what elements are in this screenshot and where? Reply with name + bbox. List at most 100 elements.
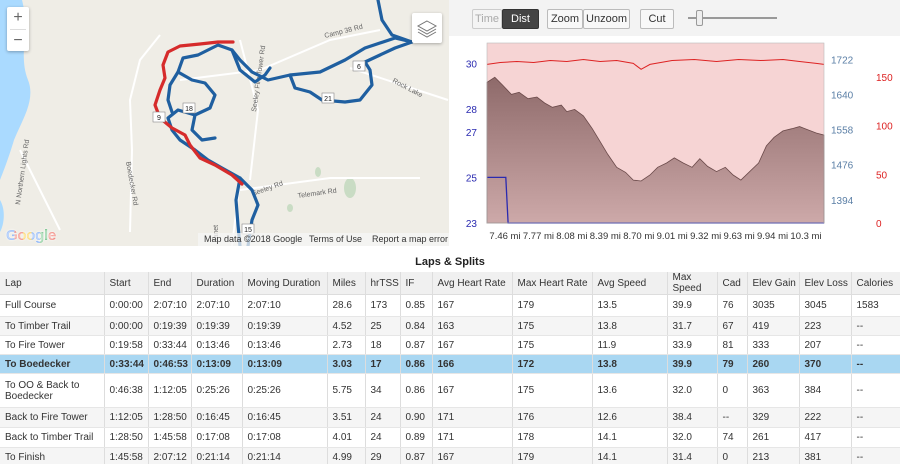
lap-cell: Back to Timber Trail [0,427,104,448]
lap-row[interactable]: To OO & Back to Boedecker 0:46:38 1:12:05 0… [0,373,900,408]
route-marker [352,60,366,72]
map-canvas[interactable]: Camp 38 Rd Rock Lake Seeley Fire Tower R… [0,0,449,246]
lap-cell: 79 [716,354,747,374]
lap-cell: 0:16:45 [241,407,327,428]
lap-cell: 14.1 [591,427,667,448]
lap-cell: 0:19:39 [190,316,242,336]
lap-row[interactable]: Back to Timber Trail 1:28:50 1:45:58 0:17:0… [0,427,900,448]
column-header[interactable]: Max Speed [666,272,717,295]
column-header[interactable]: Avg Heart Rate [431,272,512,295]
lap-cell: 167 [431,373,512,408]
column-header[interactable]: End [147,272,191,295]
lap-cell: 363 [746,373,799,408]
elevation-axis-tick: 1722 [831,55,854,66]
column-header[interactable]: Calories [850,272,900,295]
lap-row[interactable]: Back to Fire Tower 1:12:05 1:28:50 0:16:45 0… [0,407,900,428]
lap-row[interactable]: To Fire Tower 0:19:58 0:33:44 0:13:46 0:13:4… [0,335,900,355]
lap-cell: 74 [716,427,747,448]
column-header[interactable]: Miles [326,272,365,295]
heart-rate-axis-tick: 0 [876,219,882,230]
lap-cell: 25 [364,316,400,336]
lap-cell: 18 [364,335,400,355]
lap-cell: 0:19:39 [147,316,191,336]
elevation-hr-chart[interactable]: 23 25 27 28 30 1394 1476 1558 1640 1722 0 50 100 150 7… [449,36,900,246]
map-layers-button[interactable] [412,13,442,43]
unzoom-button[interactable]: Unzoom [583,9,630,29]
lap-cell: 0.90 [399,407,432,428]
dist-toggle-button[interactable]: Dist [502,9,539,29]
lap-cell: 32.0 [666,373,717,408]
lap-cell: -- [850,316,900,336]
time-toggle-button[interactable]: Time [472,9,502,29]
column-header[interactable]: Cad [716,272,747,295]
lap-cell: 0:21:14 [241,447,327,464]
route-marker [182,102,196,114]
column-header[interactable]: Duration [190,272,242,295]
lap-cell: 33.9 [666,335,717,355]
lap-cell: 4.99 [326,447,365,464]
lap-cell: 173 [364,294,400,317]
column-header[interactable]: Elev Loss [798,272,851,295]
lap-cell: 2:07:10 [190,294,242,317]
column-header[interactable]: hrTSS [364,272,400,295]
lap-cell: 0.87 [399,335,432,355]
lap-cell: 207 [798,335,851,355]
zoom-button[interactable]: Zoom [547,9,583,29]
lap-cell: To Finish [0,447,104,464]
laps-title: Laps & Splits [415,256,485,268]
lap-cell: 0:13:09 [241,354,327,374]
lap-cell: To Timber Trail [0,316,104,336]
lap-cell: 261 [746,427,799,448]
column-header[interactable]: Max Heart Rate [511,272,592,295]
lap-cell: 167 [431,294,512,317]
lap-row[interactable]: To Finish 1:45:58 2:07:12 0:21:14 0:21:14 4.9… [0,447,900,464]
lap-row[interactable]: Full Course 0:00:00 2:07:10 2:07:10 2:07:10 2… [0,294,900,317]
column-header[interactable]: Moving Duration [241,272,327,295]
lap-cell: 0:00:00 [103,316,148,336]
lap-cell: 0.85 [399,294,432,317]
cut-slider-track[interactable] [688,17,777,19]
lap-cell: 381 [798,447,851,464]
lap-row[interactable]: To Boedecker 0:33:44 0:46:53 0:13:09 0:13:09… [0,354,900,374]
report-map-error-link[interactable]: Report a map error [372,234,449,244]
lap-cell: To Boedecker [0,354,104,374]
cut-slider-thumb[interactable] [696,10,703,26]
terms-of-use-link[interactable]: Terms of Use [309,234,363,244]
lap-cell: 0:19:39 [241,316,327,336]
lap-cell: 0 [716,447,747,464]
route-marker [152,111,166,123]
left-axis-tick: 25 [466,173,478,184]
x-axis-tick: 8.70 mi [623,231,654,242]
zoom-in-button[interactable]: + [13,9,23,26]
lap-cell: To OO & Back to Boedecker [0,373,104,408]
lap-cell: 0:17:08 [190,427,242,448]
lap-cell: 175 [511,335,592,355]
lap-cell: 222 [798,407,851,428]
lap-cell: 163 [431,316,512,336]
pond [287,204,293,212]
x-axis-tick: 10.3 mi [790,231,821,242]
zoom-out-button[interactable]: − [13,32,23,49]
column-header[interactable]: IF [399,272,432,295]
column-header[interactable]: Lap [0,272,104,295]
lap-cell: 171 [431,427,512,448]
column-header[interactable]: Start [103,272,148,295]
lap-cell: 31.4 [666,447,717,464]
layers-icon [416,20,438,38]
lap-cell: 171 [431,407,512,428]
heart-rate-axis-tick: 100 [876,122,893,133]
column-header[interactable]: Avg Speed [591,272,667,295]
lap-cell: 67 [716,316,747,336]
heart-rate-series [486,58,825,70]
lap-cell: 4.52 [326,316,365,336]
route-red [153,40,244,186]
cut-button[interactable]: Cut [640,9,674,29]
map-panel[interactable]: Camp 38 Rd Rock Lake Seeley Fire Tower R… [0,0,449,246]
laps-header-row: Lap Start End Duration Moving Duration Miles h… [0,272,900,295]
column-header[interactable]: Elev Gain [746,272,799,295]
lap-cell: 1:45:58 [103,447,148,464]
lap-cell: 0.89 [399,427,432,448]
lap-row[interactable]: To Timber Trail 0:00:00 0:19:39 0:19:39 0:19… [0,316,900,336]
lap-cell: -- [850,427,900,448]
chart-svg[interactable]: 23 25 27 28 30 1394 1476 1558 1640 1722 0 50 100 150 7… [449,36,900,246]
